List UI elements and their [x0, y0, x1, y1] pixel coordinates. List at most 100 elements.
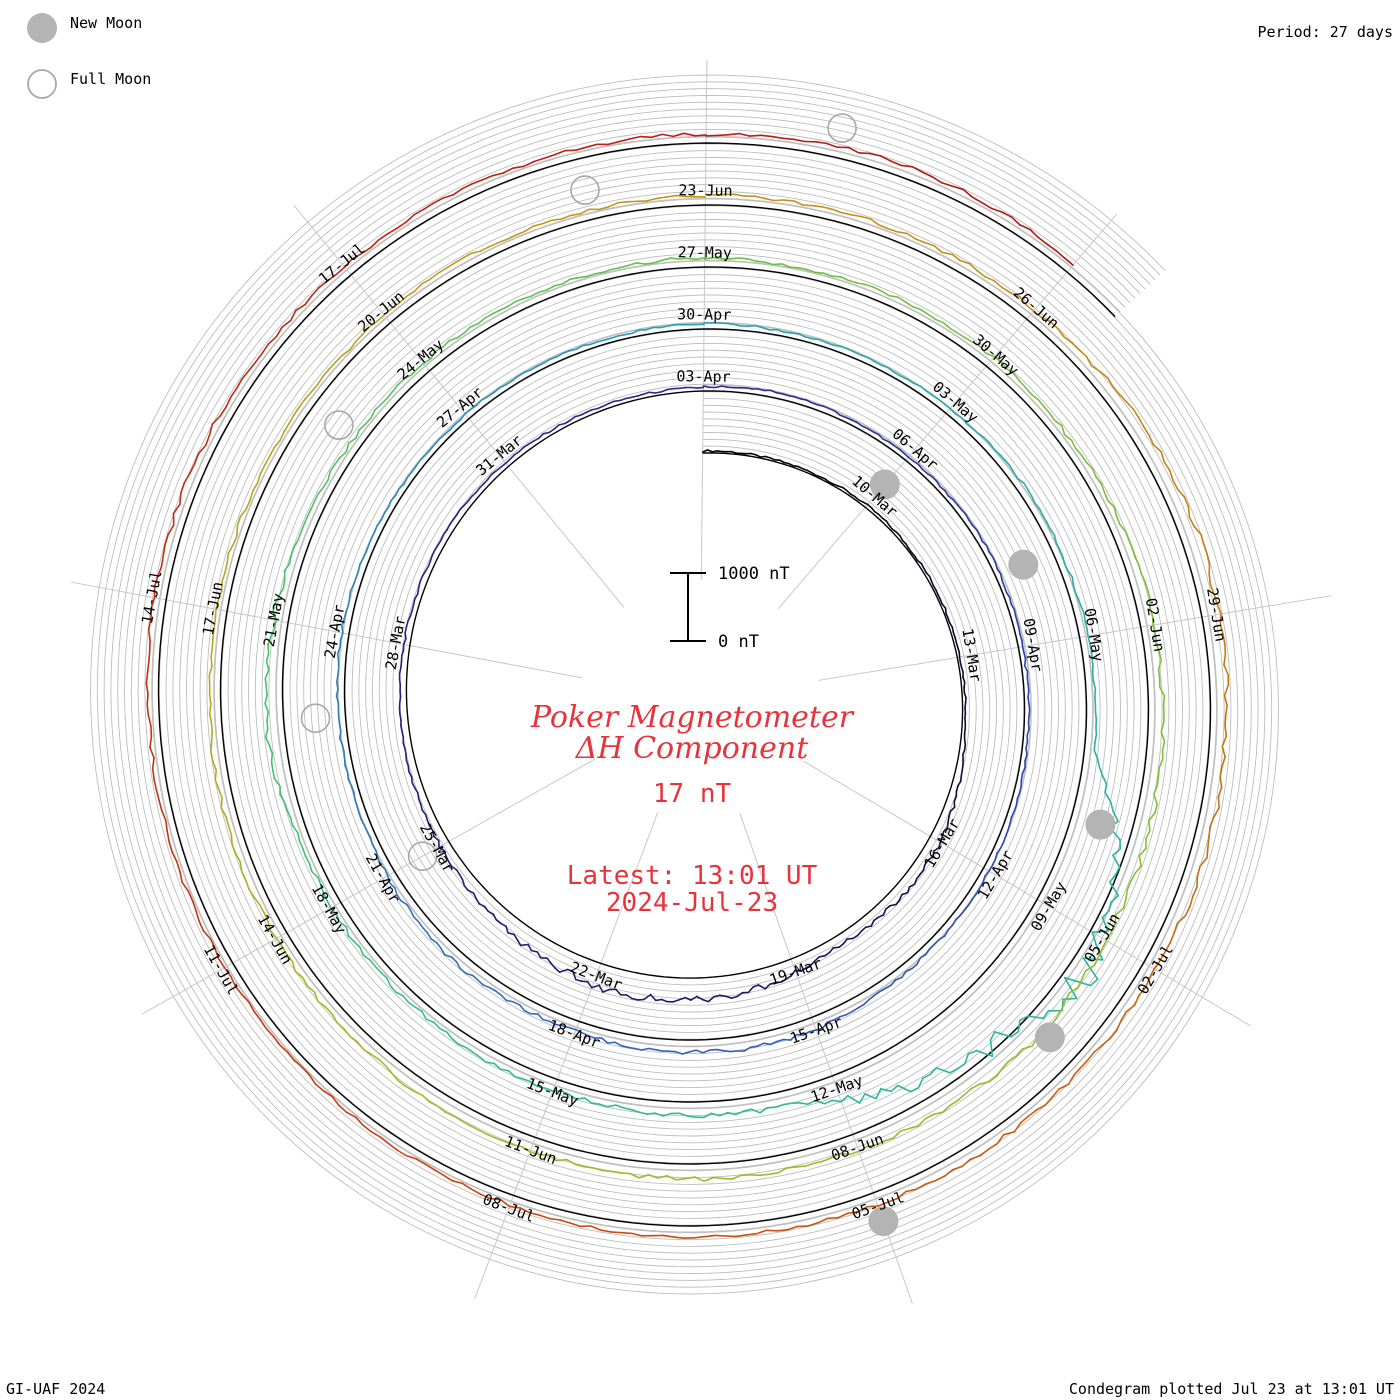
trace-segment: [776, 1229, 789, 1232]
trace-segment: [484, 313, 494, 319]
trace-segment: [379, 863, 386, 871]
trace-segment: [478, 902, 486, 908]
trace-segment: [391, 384, 399, 393]
trace-segment: [1004, 828, 1009, 837]
trace-segment: [146, 703, 150, 717]
trace-segment: [1061, 555, 1066, 565]
trace-segment: [1093, 749, 1099, 760]
trace-segment: [924, 859, 929, 866]
trace-segment: [864, 925, 873, 929]
trace-segment: [790, 1102, 800, 1105]
trace-segment: [758, 1173, 770, 1177]
trace-segment: [613, 399, 621, 403]
trace-segment: [1071, 576, 1075, 586]
trace-segment: [752, 984, 760, 988]
trace-segment: [1187, 505, 1191, 518]
trace-segment: [314, 1083, 325, 1092]
trace-segment: [1122, 898, 1127, 910]
trace-segment: [239, 860, 243, 873]
trace-segment: [831, 275, 842, 278]
trace-segment: [598, 984, 604, 993]
trace-segment: [977, 432, 985, 439]
trace-segment: [933, 938, 940, 946]
trace-segment: [1151, 615, 1154, 626]
trace-segment: [846, 937, 854, 940]
trace-segment: [457, 1043, 467, 1049]
trace-segment: [929, 1067, 938, 1076]
trace-segment: [659, 325, 669, 329]
trace-segment: [249, 490, 254, 502]
trace-segment: [870, 919, 875, 927]
trace-segment: [402, 374, 413, 381]
trace-segment: [1138, 854, 1142, 867]
day-spoke: [777, 213, 1118, 610]
trace-segment: [515, 230, 526, 236]
trace-segment: [318, 279, 329, 289]
trace-segment: [507, 1070, 516, 1078]
trace-segment: [1217, 796, 1220, 809]
trace-segment: [1217, 786, 1223, 799]
grid-spiral: [144, 128, 1225, 1241]
trace-segment: [815, 1027, 824, 1031]
trace-segment: [452, 187, 464, 196]
trace-segment: [620, 1044, 629, 1049]
trace-segment: [149, 735, 153, 749]
trace-segment: [424, 448, 432, 456]
trace-segment: [602, 402, 610, 408]
trace-segment: [630, 1232, 643, 1237]
trace-segment: [594, 271, 605, 275]
trace-segment: [847, 1094, 861, 1104]
trace-segment: [873, 360, 882, 366]
trace-segment: [656, 1175, 668, 1179]
trace-segment: [857, 1145, 868, 1153]
trace-segment: [1080, 1059, 1089, 1069]
trace-segment: [291, 960, 297, 973]
trace-segment: [442, 339, 450, 348]
trace-segment: [968, 898, 974, 906]
trace-segment: [693, 1176, 705, 1182]
trace-segment: [1006, 368, 1016, 375]
trace-segment: [187, 890, 194, 902]
trace-segment: [532, 222, 544, 227]
trace-segment: [217, 957, 226, 969]
trace-segment: [390, 302, 400, 310]
trace-segment: [1053, 419, 1063, 427]
trace-segment: [947, 924, 954, 931]
trace-segment: [627, 1046, 636, 1050]
trace-segment: [712, 256, 723, 260]
trace-segment: [450, 865, 458, 871]
trace-segment: [994, 852, 998, 861]
trace-segment: [264, 455, 271, 466]
trace-segment: [753, 195, 765, 200]
trace-segment: [363, 824, 369, 833]
trace-segment: [396, 1149, 407, 1157]
trace-segment: [561, 1025, 571, 1029]
trace-segment: [581, 1032, 590, 1037]
trace-segment: [164, 533, 169, 546]
trace-segment: [1115, 907, 1125, 916]
trace-segment: [1124, 530, 1130, 541]
trace-segment: [529, 1080, 539, 1088]
trace-segment: [375, 314, 385, 323]
trace-segment: [905, 543, 910, 550]
trace-segment: [343, 1028, 351, 1037]
trace-segment: [350, 784, 355, 794]
trace-segment: [877, 1201, 889, 1207]
trace-segment: [511, 375, 519, 382]
trace-segment: [197, 444, 207, 455]
trace-segment: [364, 417, 372, 425]
trace-segment: [959, 259, 971, 265]
trace-segment: [219, 406, 227, 417]
trace-segment: [1018, 295, 1027, 306]
trace-segment: [730, 450, 738, 455]
trace-segment: [1160, 451, 1165, 463]
trace-segment: [1014, 614, 1019, 623]
trace-segment: [880, 155, 892, 162]
trace-segment: [420, 278, 431, 286]
date-label: 11-Jun: [502, 1132, 559, 1168]
trace-segment: [536, 362, 545, 368]
trace-segment: [818, 954, 826, 958]
trace-segment: [610, 1231, 623, 1234]
trace-segment: [413, 208, 425, 216]
trace-segment: [828, 481, 835, 485]
